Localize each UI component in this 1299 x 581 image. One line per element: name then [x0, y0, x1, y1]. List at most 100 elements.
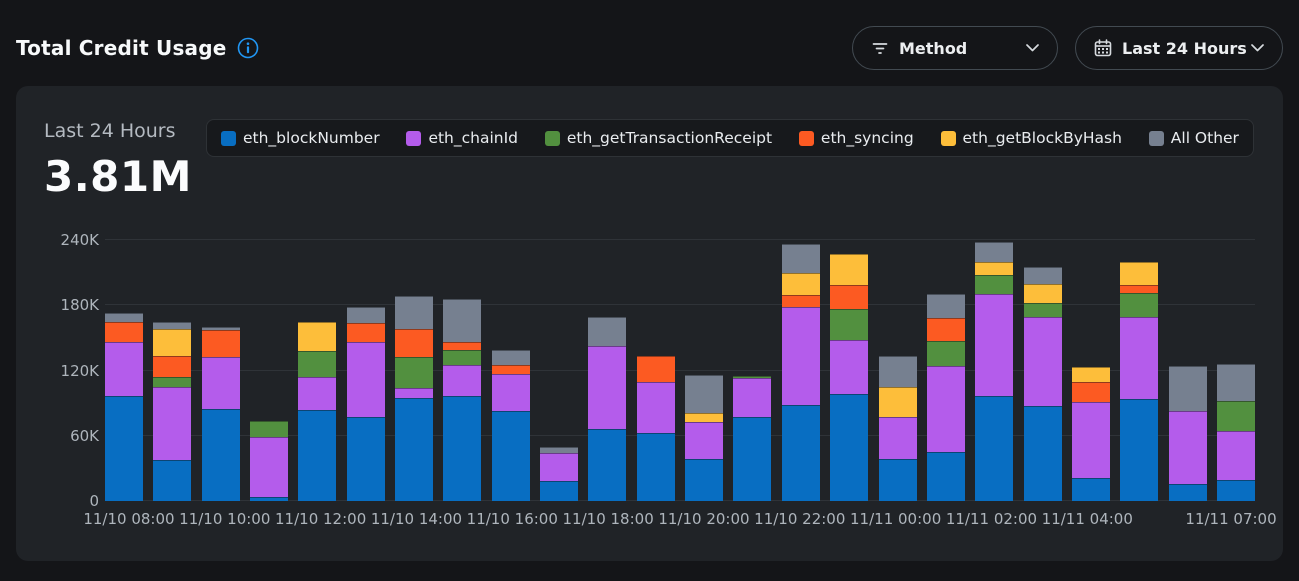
- bar-column[interactable]: [733, 240, 772, 501]
- gridline: [105, 239, 1255, 240]
- bar-segment: [1168, 410, 1207, 484]
- bar-segment: [1120, 293, 1159, 318]
- x-tick-label: 11/11 07:00: [1185, 510, 1277, 528]
- bar-column[interactable]: [975, 240, 1014, 501]
- bar-column[interactable]: [105, 240, 143, 501]
- bar-segment: [636, 382, 675, 433]
- legend-item[interactable]: eth_blockNumber: [221, 129, 380, 147]
- bar-segment: [781, 272, 820, 296]
- bar-segment: [491, 410, 530, 501]
- bar-segment: [781, 244, 820, 273]
- bar-segment: [491, 365, 530, 374]
- bar-segment: [346, 342, 385, 418]
- bar-column[interactable]: [298, 240, 337, 501]
- bar-segment: [1071, 367, 1110, 383]
- method-filter-label: Method: [899, 38, 968, 58]
- y-tick-label: 60K: [70, 426, 99, 445]
- bar-segment: [105, 342, 143, 396]
- legend-swatch-icon: [221, 130, 236, 146]
- time-range-dropdown[interactable]: Last 24 Hours: [1075, 26, 1283, 70]
- legend-swatch-icon: [544, 130, 560, 146]
- bar-column[interactable]: [491, 240, 530, 501]
- bar-segment: [443, 349, 482, 366]
- bar-segment: [733, 417, 772, 501]
- bar-segment: [926, 341, 965, 367]
- bar-segment: [1120, 398, 1159, 501]
- legend-item[interactable]: eth_syncing: [798, 129, 914, 147]
- legend-item[interactable]: All Other: [1148, 129, 1239, 147]
- bar-segment: [105, 321, 143, 343]
- bar-column[interactable]: [250, 240, 289, 501]
- bar-segment: [395, 295, 434, 330]
- bar-segment: [1120, 261, 1159, 285]
- usage-chart: 0 60K 120K 180K 240K 11/10 08:00 11/10 10:00 1…: [16, 86, 1283, 561]
- bar-column[interactable]: [1071, 240, 1110, 501]
- bar-segment: [878, 356, 917, 387]
- bar-segment: [781, 307, 820, 406]
- bar-segment: [926, 294, 965, 319]
- bar-segment: [153, 386, 192, 460]
- y-axis: 0 60K 120K 180K 240K: [16, 231, 99, 510]
- gridline: [105, 500, 1255, 501]
- bar-segment: [443, 342, 482, 350]
- bar-segment: [830, 254, 869, 285]
- bar-segment: [443, 365, 482, 396]
- bar-column[interactable]: [153, 240, 192, 501]
- info-icon[interactable]: [237, 37, 259, 59]
- bar-segment: [830, 284, 869, 309]
- method-filter-dropdown[interactable]: Method: [852, 26, 1058, 70]
- bar-column[interactable]: [346, 240, 385, 501]
- bar-segment: [298, 321, 337, 351]
- bar-segment: [201, 330, 240, 358]
- bar-segment: [298, 377, 337, 410]
- bar-column[interactable]: [588, 240, 627, 501]
- chart-legend: eth_blockNumber eth_chainId eth_getTransac…: [206, 119, 1254, 157]
- bar-column[interactable]: [685, 240, 724, 501]
- bar-column[interactable]: [395, 240, 434, 501]
- legend-swatch-icon: [1148, 130, 1164, 146]
- bar-segment: [588, 317, 627, 346]
- bar-segment: [105, 395, 143, 501]
- legend-label: eth_getBlockByHash: [962, 129, 1122, 147]
- y-tick-label: 120K: [60, 361, 99, 380]
- x-tick-label: 11/10 10:00: [179, 510, 271, 528]
- bar-segment: [153, 329, 192, 357]
- bar-column[interactable]: [878, 240, 917, 501]
- bar-segment: [250, 496, 289, 501]
- time-range-label: Last 24 Hours: [1122, 38, 1247, 58]
- bar-column[interactable]: [1023, 240, 1062, 501]
- bar-segment: [153, 377, 192, 387]
- bar-segment: [395, 387, 434, 398]
- bar-column[interactable]: [1120, 240, 1159, 501]
- legend-label: eth_blockNumber: [243, 129, 380, 147]
- x-tick-label: 11/10 08:00: [83, 510, 175, 528]
- bar-column[interactable]: [1216, 240, 1255, 501]
- bar-column[interactable]: [1168, 240, 1207, 501]
- bar-column[interactable]: [540, 240, 579, 501]
- bar-segment: [346, 417, 385, 501]
- legend-swatch-icon: [940, 130, 956, 146]
- gridline: [105, 434, 1255, 436]
- bar-segment: [685, 374, 724, 413]
- legend-item[interactable]: eth_getBlockByHash: [940, 129, 1122, 147]
- legend-item[interactable]: eth_getTransactionReceipt: [544, 129, 773, 147]
- legend-label: eth_chainId: [428, 129, 519, 147]
- x-tick-label: 11/10 12:00: [275, 510, 367, 528]
- bar-segment: [201, 357, 240, 409]
- bar-segment: [1023, 267, 1062, 284]
- bar-segment: [443, 395, 482, 501]
- filter-icon: [871, 40, 889, 56]
- bar-column[interactable]: [443, 240, 482, 501]
- credit-usage-panel: Last 24 Hours eth_blockNumber eth_chainId…: [16, 86, 1283, 561]
- bar-segment: [1168, 366, 1207, 411]
- bar-column[interactable]: [926, 240, 965, 501]
- bar-segment: [1216, 400, 1255, 432]
- bar-segment: [491, 373, 530, 411]
- bar-column[interactable]: [830, 240, 869, 501]
- legend-item[interactable]: eth_chainId: [406, 129, 518, 147]
- bar-column[interactable]: [781, 240, 820, 501]
- bar-column[interactable]: [201, 240, 240, 501]
- legend-label: eth_getTransactionReceipt: [566, 129, 773, 147]
- legend-swatch-icon: [798, 130, 814, 146]
- bar-column[interactable]: [636, 240, 675, 501]
